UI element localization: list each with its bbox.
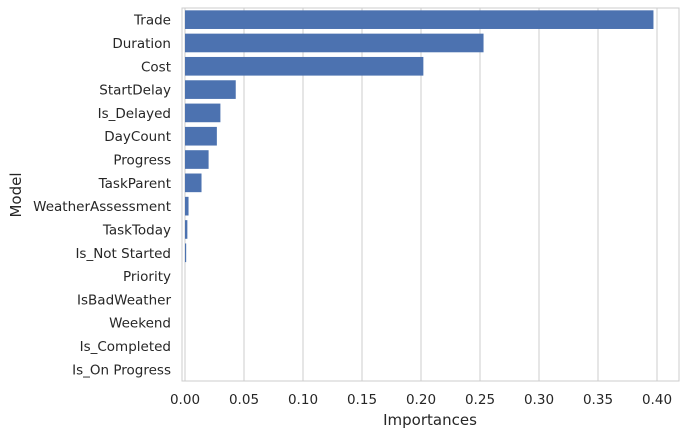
x-tick-labels: 0.00 0.05 0.10 0.15 0.20 0.25 0.30 0.35 0.40 — [170, 392, 672, 408]
bar-trade — [185, 10, 654, 29]
y-tick-label: WeatherAssessment — [33, 199, 171, 215]
x-tick-label: 0.35 — [583, 392, 613, 408]
y-tick-label: Trade — [133, 13, 171, 29]
bar-is-delayed — [185, 103, 221, 123]
bar-weatherassessment — [185, 196, 189, 216]
y-tick-label: Priority — [123, 269, 171, 285]
bar-startdelay — [185, 80, 236, 99]
x-tick-label: 0.25 — [465, 392, 495, 408]
y-tick-label: Weekend — [109, 316, 171, 332]
y-tick-label: IsBadWeather — [77, 292, 171, 308]
bar-is-not-started — [185, 243, 187, 263]
y-tick-label: TaskToday — [102, 222, 171, 238]
bar-cost — [185, 56, 424, 76]
bars — [185, 10, 654, 263]
y-tick-label: DayCount — [104, 129, 171, 145]
x-tick-label: 0.15 — [347, 392, 377, 408]
x-tick-label: 0.30 — [524, 392, 554, 408]
bar-daycount — [185, 126, 217, 146]
x-tick-label: 0.40 — [642, 392, 672, 408]
y-tick-label: Is_Not Started — [75, 246, 171, 262]
y-axis-title: Model — [7, 172, 25, 217]
y-tick-label: StartDelay — [99, 83, 171, 99]
y-tick-label: Duration — [112, 36, 171, 52]
plot-frame — [181, 7, 680, 382]
x-axis-title: Importances — [383, 411, 477, 429]
x-tick-label: 0.05 — [229, 392, 259, 408]
bar-duration — [185, 33, 484, 53]
x-tick-label: 0.00 — [170, 392, 200, 408]
bar-progress — [185, 150, 209, 169]
y-tick-label: TaskParent — [98, 176, 171, 192]
y-tick-label: Cost — [141, 59, 171, 75]
x-tick-label: 0.20 — [406, 392, 436, 408]
y-tick-label: Is_Completed — [80, 339, 171, 355]
y-tick-label: Is_On Progress — [72, 362, 171, 378]
x-tick-label: 0.10 — [288, 392, 318, 408]
y-tick-labels: Trade Duration Cost StartDelay Is_Delayed Day… — [33, 13, 171, 379]
bar-tasktoday — [185, 220, 188, 239]
bar-taskparent — [185, 173, 202, 193]
y-tick-label: Progress — [113, 153, 171, 169]
y-tick-label: Is_Delayed — [98, 106, 171, 122]
